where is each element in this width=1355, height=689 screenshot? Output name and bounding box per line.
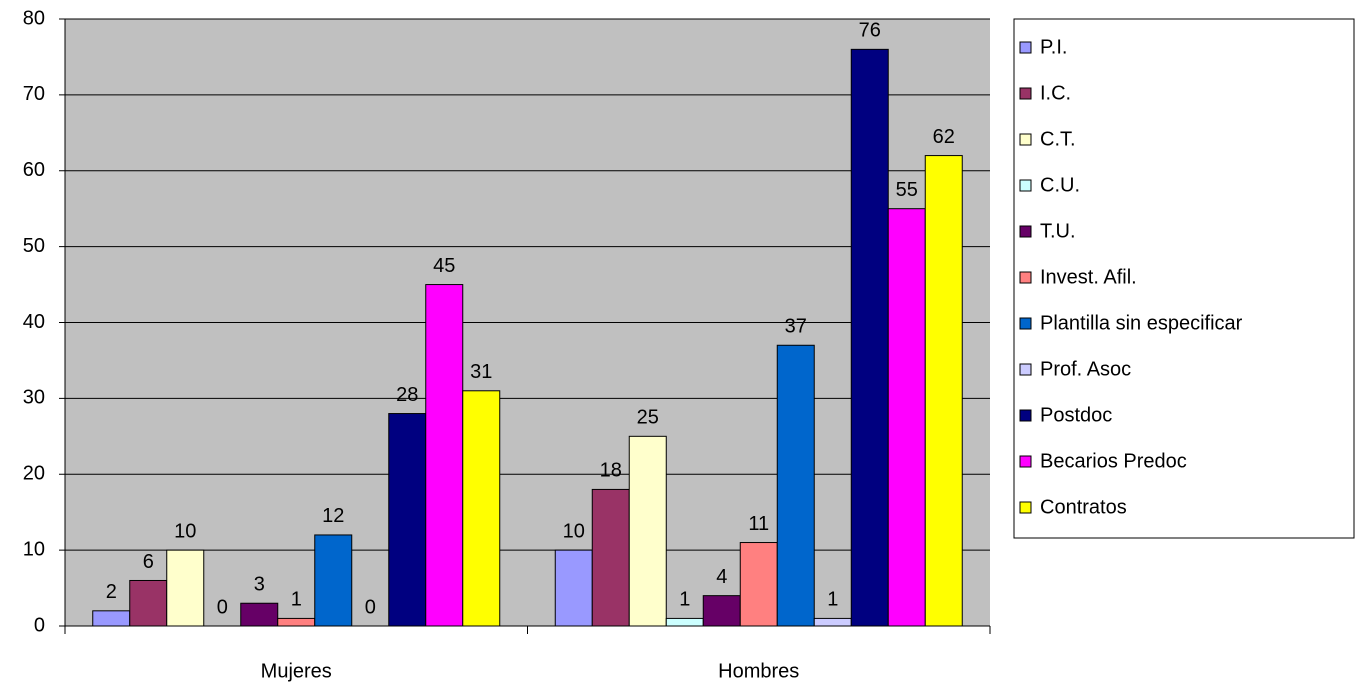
legend-swatch: [1019, 501, 1032, 514]
data-label: 2: [106, 581, 117, 603]
legend-label: C.U.: [1040, 174, 1080, 196]
legend-label: T.U.: [1040, 220, 1076, 242]
y-tick-label: 20: [23, 463, 45, 485]
legend-swatch: [1019, 225, 1032, 238]
data-label: 0: [217, 596, 228, 618]
data-label: 0: [365, 596, 376, 618]
bar: [776, 344, 815, 627]
legend-box: [1013, 18, 1355, 539]
data-label: 1: [827, 589, 838, 611]
x-tick-label: Hombres: [718, 660, 799, 682]
bar: [813, 617, 852, 627]
legend-label: C.T.: [1040, 128, 1076, 150]
legend-swatch: [1019, 455, 1032, 468]
legend-swatch: [1019, 87, 1032, 100]
bar: [628, 435, 667, 627]
data-label: 76: [859, 20, 881, 42]
y-tick-label: 30: [23, 387, 45, 409]
y-tick-label: 40: [23, 311, 45, 333]
legend-label: P.I.: [1040, 36, 1067, 58]
data-label: 28: [396, 384, 418, 406]
bar: [739, 542, 778, 627]
bar: [462, 390, 501, 627]
bar: [277, 617, 316, 627]
data-label: 4: [716, 566, 727, 588]
y-tick-label: 50: [23, 235, 45, 257]
legend-swatch: [1019, 271, 1032, 284]
data-label: 12: [322, 505, 344, 527]
data-label: 45: [433, 255, 455, 277]
legend-label: Prof. Asoc: [1040, 358, 1131, 380]
y-tick-label: 10: [23, 538, 45, 560]
data-label: 10: [563, 520, 585, 542]
bar: [388, 413, 427, 627]
data-label: 18: [600, 460, 622, 482]
legend-swatch: [1019, 317, 1032, 330]
data-label: 1: [291, 589, 302, 611]
data-label: 25: [637, 407, 659, 429]
y-tick-label: 60: [23, 159, 45, 181]
data-label: 1: [679, 589, 690, 611]
data-label: 31: [470, 361, 492, 383]
legend-label: I.C.: [1040, 82, 1071, 104]
bar: [129, 579, 168, 627]
legend-label: Contratos: [1040, 496, 1127, 518]
data-label: 37: [785, 316, 807, 338]
x-tick-label: Mujeres: [261, 660, 332, 682]
data-label: 55: [896, 179, 918, 201]
y-tick-label: 80: [23, 7, 45, 29]
legend-swatch: [1019, 41, 1032, 54]
data-label: 3: [254, 574, 265, 596]
bar: [665, 617, 704, 627]
legend-label: Becarios Predoc: [1040, 450, 1187, 472]
bar: [887, 208, 926, 627]
bar: [591, 488, 630, 627]
legend-swatch: [1019, 179, 1032, 192]
legend-label: Invest. Afil.: [1040, 266, 1137, 288]
bar: [166, 549, 205, 627]
data-label: 11: [748, 513, 769, 535]
bar: [240, 602, 279, 627]
data-label: 6: [143, 551, 154, 573]
bar: [850, 48, 889, 627]
bar: [924, 155, 963, 627]
legend-swatch: [1019, 409, 1032, 422]
y-tick-label: 70: [23, 83, 45, 105]
y-tick-label: 0: [34, 614, 45, 636]
legend-label: Postdoc: [1040, 404, 1112, 426]
bar: [702, 595, 741, 627]
legend-swatch: [1019, 363, 1032, 376]
legend-label: Plantilla sin especificar: [1040, 312, 1243, 334]
data-label: 62: [933, 126, 955, 148]
data-label: 10: [174, 520, 196, 542]
bar: [554, 549, 593, 627]
bar: [92, 610, 131, 627]
legend-swatch: [1019, 133, 1032, 146]
bar: [314, 534, 353, 627]
bar: [425, 284, 464, 627]
